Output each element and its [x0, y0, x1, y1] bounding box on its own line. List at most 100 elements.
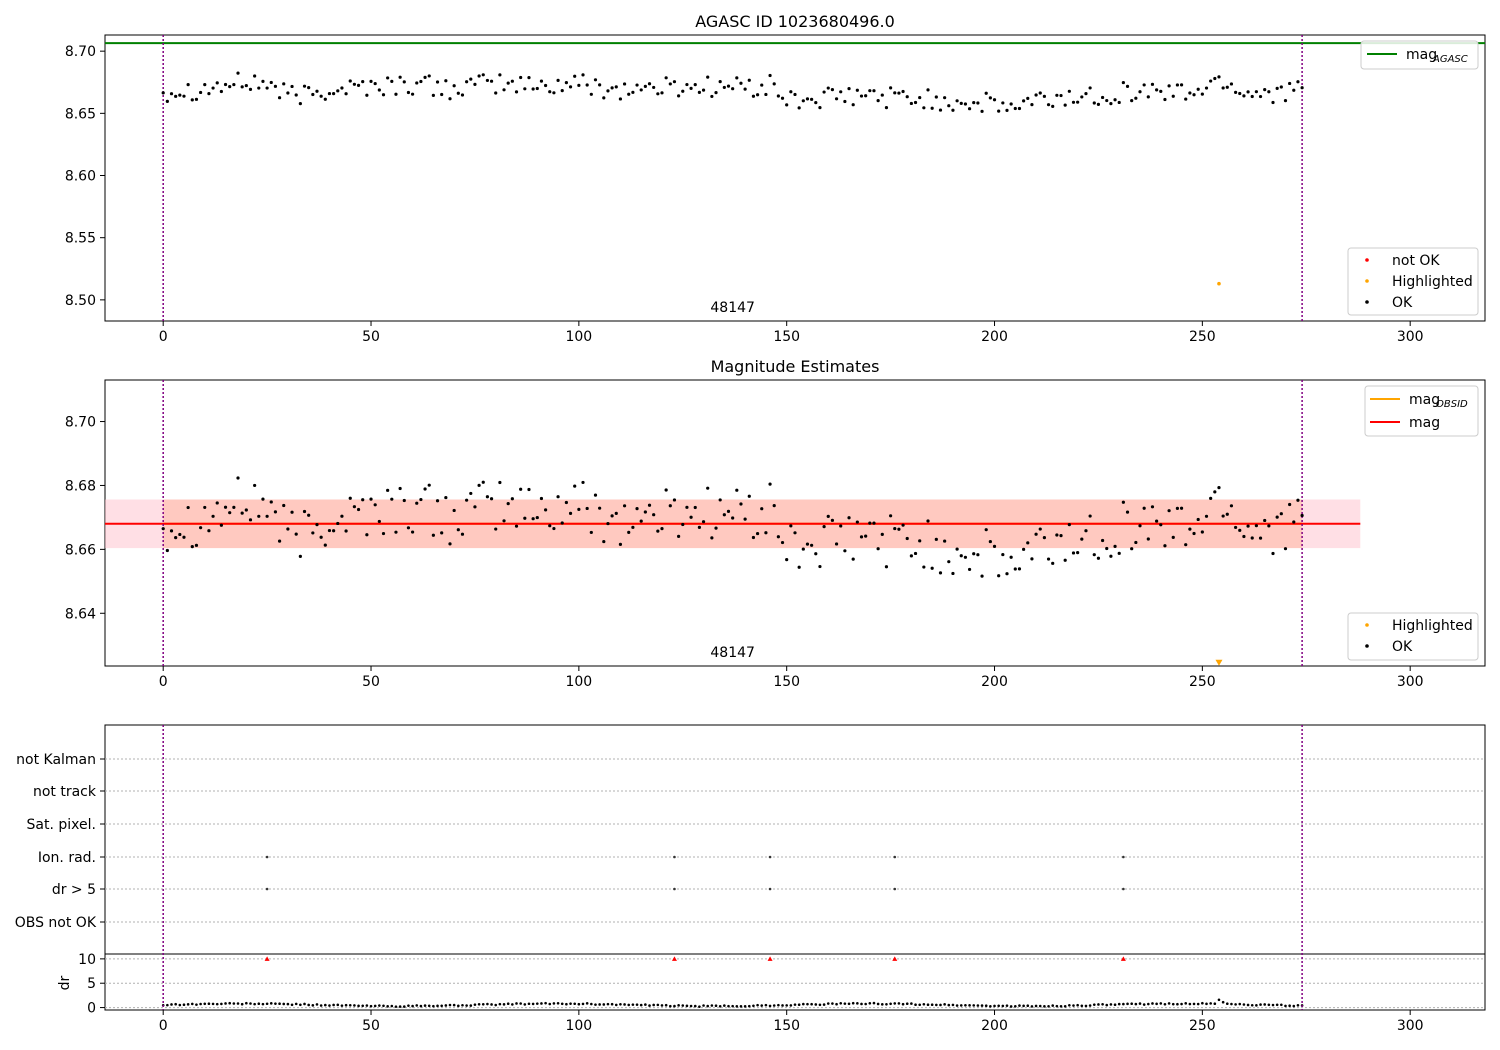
ok-point	[909, 101, 913, 106]
ok-point	[726, 84, 731, 88]
ok-point	[1046, 103, 1051, 107]
dr-point	[652, 1003, 655, 1007]
ok-point	[423, 487, 427, 491]
dr-point	[502, 1003, 506, 1006]
ok-point	[876, 99, 880, 103]
dr-point	[440, 1004, 443, 1008]
ok-point	[494, 91, 498, 95]
ok-point	[273, 84, 278, 88]
ok-point	[186, 505, 190, 510]
ok-point	[228, 85, 232, 89]
dr-point	[265, 1002, 269, 1006]
ok-point	[498, 73, 502, 77]
ok-point	[190, 545, 194, 549]
ok-point	[527, 487, 531, 492]
ok-point	[1167, 84, 1171, 88]
ok-point	[1229, 504, 1234, 508]
dr-point	[706, 1004, 710, 1008]
ok-point	[1296, 80, 1300, 84]
ok-point	[302, 84, 307, 88]
dr-point	[843, 1002, 847, 1005]
ok-point	[215, 501, 219, 505]
ok-point	[884, 565, 889, 569]
ok-point	[1209, 79, 1213, 83]
ok-point	[822, 524, 826, 529]
ok-point	[269, 80, 273, 85]
flag-point	[1122, 855, 1125, 859]
x-tick-label: 200	[981, 674, 1008, 690]
ok-point	[739, 502, 743, 506]
ok-point	[1300, 86, 1304, 90]
ok-point	[1071, 100, 1076, 104]
ok-point	[244, 508, 248, 512]
ok-point	[1096, 556, 1101, 560]
ok-point	[1125, 84, 1130, 89]
dr-point	[498, 1002, 502, 1006]
ok-point	[194, 543, 199, 547]
ok-point	[1046, 557, 1051, 561]
dr-point	[282, 1002, 286, 1006]
dr-point	[382, 1004, 385, 1008]
ok-point	[872, 521, 876, 525]
dr-point	[1034, 1004, 1038, 1008]
dr-point	[523, 1003, 527, 1006]
ok-point	[793, 92, 797, 97]
ok-point	[943, 539, 947, 543]
ok-point	[622, 504, 627, 508]
ok-point	[1042, 536, 1046, 540]
dr-point	[689, 1004, 693, 1008]
ok-point	[1130, 547, 1134, 551]
ok-point	[1246, 90, 1250, 94]
ok-point	[776, 535, 780, 539]
dr-point	[935, 1003, 938, 1007]
ok-point	[485, 78, 490, 83]
legend-box	[1360, 40, 1479, 70]
ok-point	[826, 514, 830, 518]
dr-point	[1250, 1003, 1254, 1007]
dr-point	[473, 1003, 477, 1006]
ok-point	[194, 97, 199, 101]
ok-point	[477, 74, 481, 78]
ok-point	[419, 497, 423, 502]
legend-box	[1347, 612, 1479, 661]
ok-point	[722, 85, 726, 90]
dr-point	[980, 1004, 984, 1007]
ok-point	[319, 535, 323, 539]
ok-point	[992, 544, 997, 548]
ok-point	[473, 505, 477, 509]
ok-point	[273, 510, 278, 514]
dr-point	[494, 1003, 498, 1007]
flag-label: Ion. rad.	[38, 850, 96, 866]
ok-point	[307, 513, 311, 517]
ok-point	[872, 89, 876, 93]
ok-point	[639, 519, 643, 523]
ok-point	[839, 524, 843, 528]
highlighted-point	[1217, 281, 1221, 286]
dr-point	[893, 1002, 897, 1005]
ok-point	[1038, 527, 1042, 531]
ok-point	[893, 526, 897, 531]
ok-point	[1138, 90, 1142, 94]
ok-point	[456, 528, 460, 532]
ok-point	[834, 542, 839, 546]
ok-point	[859, 535, 864, 539]
ok-point	[801, 99, 805, 103]
axes-frame	[104, 34, 1486, 322]
ok-point	[1246, 524, 1250, 528]
ok-point	[581, 480, 585, 485]
ok-point	[913, 551, 918, 556]
dr-point	[1296, 1003, 1300, 1007]
ok-point	[211, 514, 215, 518]
y-tick-label: 8.66	[65, 542, 96, 558]
legend-label: Highlighted	[1392, 618, 1473, 634]
dr-point	[286, 1002, 290, 1006]
ok-point	[523, 516, 527, 520]
ok-point	[635, 83, 639, 87]
ok-point	[1234, 90, 1238, 94]
ok-point	[1184, 97, 1188, 101]
dr-point	[1101, 1003, 1104, 1006]
dr-point	[515, 1002, 518, 1005]
dr-point	[590, 1002, 593, 1006]
dr-point	[964, 1003, 967, 1007]
ok-point	[918, 539, 922, 543]
